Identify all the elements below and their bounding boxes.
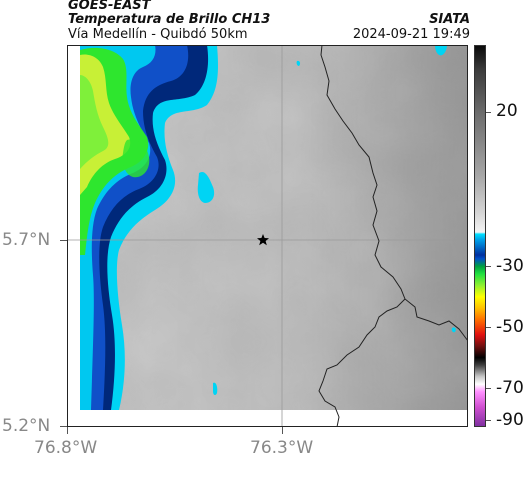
cbar-label-90: -90 [496, 410, 524, 430]
cbar-tick-90 [486, 420, 491, 421]
cbar-tick-70 [486, 388, 491, 389]
x-label-right: 76.3°W [250, 438, 314, 458]
cloud-speck-3 [296, 60, 301, 66]
x-tick-left [67, 427, 68, 434]
y-tick-lower [60, 426, 67, 427]
cbar-label-50: -50 [496, 317, 524, 337]
timestamp-label: 2024-09-21 19:49 [352, 27, 470, 42]
cloud-bright-green [80, 75, 109, 169]
bottom-margin [67, 410, 468, 427]
satellite-title: GOES-EAST [68, 0, 151, 13]
cloud-speck-2 [213, 382, 218, 396]
cloud-green-patch [122, 139, 150, 178]
cbar-label-30: -30 [496, 256, 524, 276]
brightness-temperature-map [67, 45, 468, 427]
cbar-tick-50 [486, 327, 491, 328]
cbar-tick-20 [486, 112, 491, 113]
region-subtitle: Vía Medellín - Quibdó 50km [68, 27, 248, 42]
y-label-upper: 5.7°N [2, 230, 51, 250]
cbar-tick-30 [486, 266, 491, 267]
convective-cloud-mass [80, 45, 218, 410]
cbar-label-20: 20 [496, 101, 518, 121]
y-tick-upper [60, 240, 67, 241]
isolated-clouds [197, 45, 456, 396]
cbar-label-70: -70 [496, 378, 524, 398]
department-boundary [320, 45, 468, 342]
cloud-speck-4 [435, 45, 447, 56]
left-margin [67, 45, 80, 427]
cloud-speck-1 [197, 171, 215, 203]
cloud-speck-5 [451, 327, 456, 333]
product-title: Temperatura de Brillo CH13 [68, 12, 271, 27]
x-label-left: 76.8°W [34, 438, 98, 458]
x-tick-right [282, 427, 283, 434]
colorbar [474, 45, 486, 427]
star-icon [257, 234, 269, 246]
agency-label: SIATA [429, 12, 470, 27]
municipal-boundary [318, 298, 406, 427]
y-label-lower: 5.2°N [2, 416, 51, 436]
